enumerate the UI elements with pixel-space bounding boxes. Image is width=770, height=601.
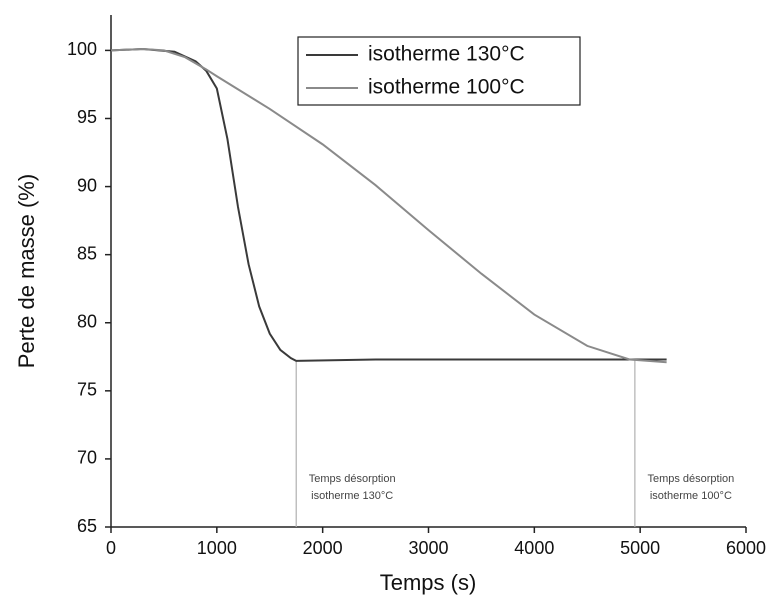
y-tick-label: 65 [77,516,97,536]
annotation-text: isotherme 100°C [650,490,732,502]
annotation-text: Temps désorption [309,473,396,485]
y-tick-label: 90 [77,175,97,195]
y-tick-label: 75 [77,380,97,400]
legend-box [297,36,581,106]
x-axis-label: Temps (s) [380,570,477,595]
data-line [110,48,667,362]
legend-label: isotherme 100°C [368,76,525,99]
data-line [110,48,667,364]
x-tick-label: 2000 [303,538,343,558]
legend-label: isotherme 130°C [368,43,525,66]
x-tick-label: 4000 [514,538,554,558]
annotation-text: Temps désorption [647,473,734,485]
x-tick-label: 0 [106,538,116,558]
y-axis-label: Perte de masse (%) [14,174,39,368]
x-tick-label: 1000 [197,538,237,558]
y-tick-label: 100 [67,39,97,59]
y-tick-label: 85 [77,243,97,263]
x-tick-label: 5000 [620,538,660,558]
x-tick-label: 6000 [726,538,766,558]
x-tick-label: 3000 [408,538,448,558]
y-tick-label: 95 [77,107,97,127]
annotation-text: isotherme 130°C [311,490,393,502]
y-tick-label: 80 [77,311,97,331]
y-tick-label: 70 [77,448,97,468]
